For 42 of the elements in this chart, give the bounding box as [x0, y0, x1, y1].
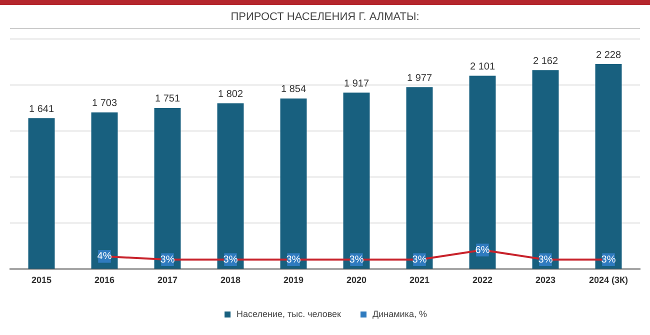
- bar: [91, 112, 118, 269]
- data-label: 1 751: [154, 94, 180, 105]
- x-tick-label: 2023: [535, 275, 556, 286]
- data-label: 3%: [349, 254, 364, 266]
- data-label: 2 101: [470, 61, 496, 72]
- data-label: 3%: [160, 254, 175, 266]
- data-label: 1 703: [92, 98, 118, 110]
- bar: [595, 64, 622, 269]
- data-label: 1 854: [280, 84, 306, 96]
- x-tick-label: 2016: [94, 275, 115, 286]
- data-label: 4%: [97, 251, 112, 262]
- bar: [469, 76, 496, 269]
- x-tick-label: 2019: [283, 275, 304, 286]
- data-label: 2 228: [596, 50, 622, 61]
- x-tick-label: 2015: [31, 275, 52, 286]
- bar: [28, 118, 55, 269]
- data-label: 3%: [286, 254, 301, 266]
- bar: [532, 70, 559, 269]
- data-label: 1 641: [28, 104, 54, 115]
- bar: [217, 103, 244, 269]
- data-label: 3%: [538, 254, 553, 266]
- data-label: 1 917: [344, 78, 370, 90]
- data-label: 3%: [601, 254, 616, 266]
- x-tick-label: 2017: [157, 275, 178, 286]
- data-label: 1 977: [406, 72, 432, 84]
- x-tick-label: 2020: [346, 275, 367, 286]
- bar: [280, 98, 307, 269]
- x-tick-label: 2018: [220, 275, 241, 286]
- data-label: 3%: [412, 254, 427, 266]
- x-tick-label: 2024 (3К): [588, 275, 628, 286]
- x-tick-label: 2021: [409, 275, 430, 286]
- chart-title: ПРИРОСТ НАСЕЛЕНИЯ Г. АЛМАТЫ:: [10, 5, 640, 29]
- bar: [406, 87, 433, 269]
- bar: [343, 92, 370, 269]
- data-label: 6%: [475, 244, 490, 256]
- data-label: 1 802: [218, 89, 244, 100]
- legend-label: Динамика, %: [372, 308, 427, 319]
- data-label: 2 162: [532, 56, 558, 67]
- data-label: 3%: [223, 254, 238, 266]
- x-tick-label: 2022: [472, 275, 493, 286]
- legend-label: Население, тыс. человек: [236, 308, 342, 319]
- bar: [154, 108, 181, 269]
